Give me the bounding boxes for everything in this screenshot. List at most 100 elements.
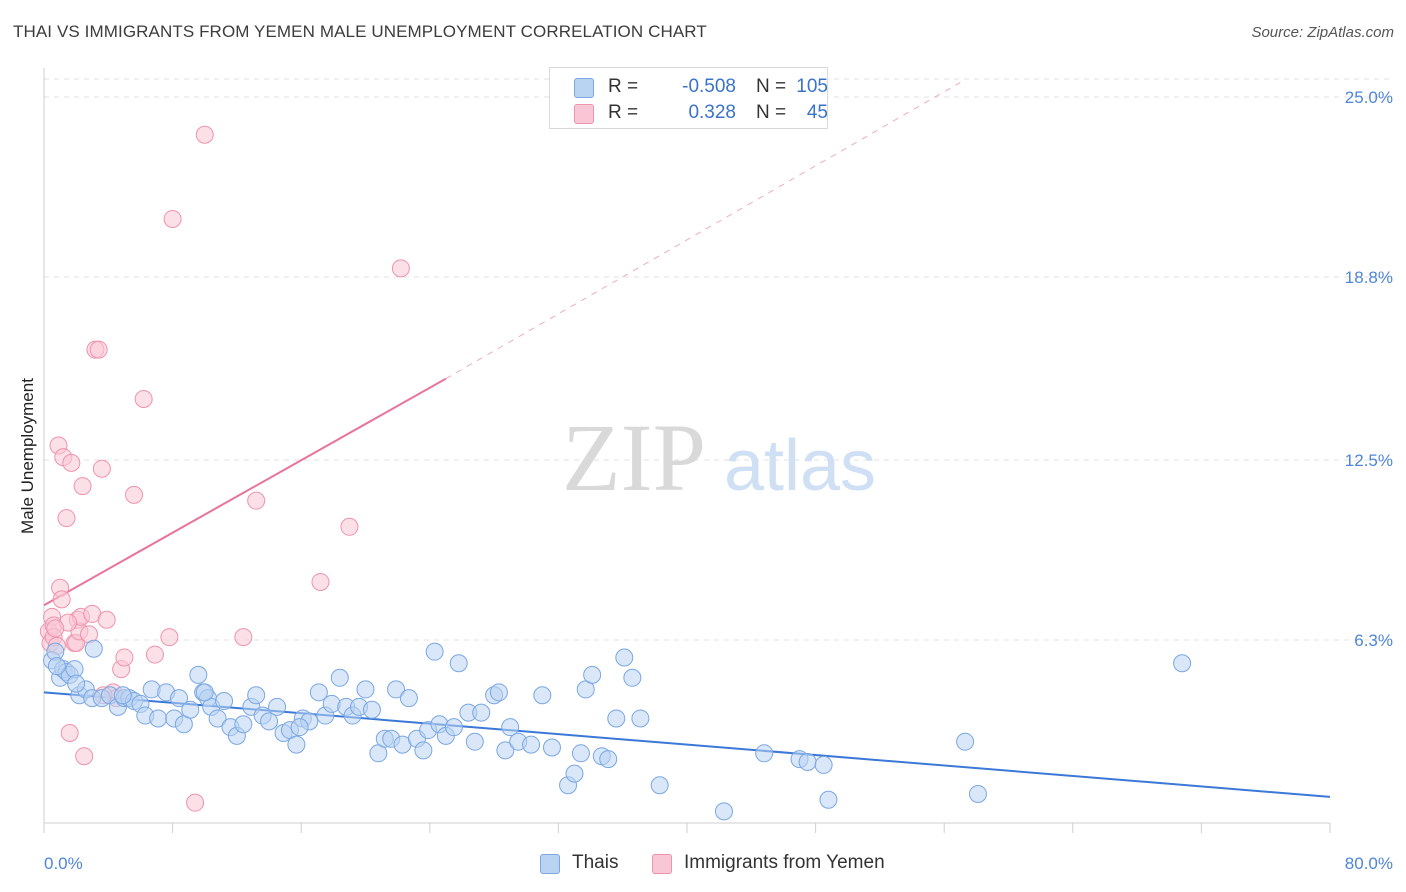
legend-n-value: 45	[806, 102, 828, 123]
bottom-swatch-yemen	[652, 854, 672, 874]
legend-r-label: R =	[608, 76, 639, 97]
yemen-point	[62, 453, 81, 472]
yemen-point	[195, 125, 214, 144]
yemen-point	[97, 610, 116, 629]
thais-point	[968, 784, 987, 803]
thais-point	[356, 680, 375, 699]
thais-point	[399, 689, 418, 708]
thais-point	[814, 755, 833, 774]
yemen-point	[391, 259, 410, 278]
thais-point	[496, 741, 515, 760]
thais-point	[149, 709, 168, 728]
y-tick-label: 6.3%	[1354, 631, 1393, 650]
thais-point	[268, 697, 287, 716]
thais-point	[287, 735, 306, 754]
thais-point	[189, 665, 208, 684]
thais-point	[501, 718, 520, 737]
yemen-point	[57, 509, 76, 528]
thais-point	[465, 732, 484, 751]
y-tick-label: 25.0%	[1345, 88, 1393, 107]
trend-line-yemen-extension	[445, 82, 961, 380]
yemen-point	[46, 619, 65, 638]
thais-point	[819, 790, 838, 809]
yemen-point	[234, 628, 253, 647]
thais-point	[631, 709, 650, 728]
thais-point	[414, 741, 433, 760]
yemen-point	[60, 723, 79, 742]
thais-point	[599, 750, 618, 769]
thais-points	[43, 639, 1192, 821]
thais-point	[67, 674, 86, 693]
thais-point	[533, 686, 552, 705]
thais-point	[208, 709, 227, 728]
bottom-legend-label: Immigrants from Yemen	[684, 852, 885, 873]
thais-point	[260, 712, 279, 731]
legend-r-value: -0.508	[682, 76, 736, 97]
thais-point	[170, 689, 189, 708]
yemen-point	[92, 459, 111, 478]
yemen-point	[340, 517, 359, 536]
x-tick-label: 0.0%	[44, 854, 83, 873]
legend-n-label: N =	[756, 76, 787, 97]
yemen-point	[186, 793, 205, 812]
y-tick-label: 12.5%	[1345, 451, 1393, 470]
thais-point	[247, 686, 266, 705]
thais-point	[1173, 654, 1192, 673]
source-credit: Source: ZipAtlas.com	[1251, 24, 1394, 41]
thais-point	[607, 709, 626, 728]
legend-r-label: R =	[608, 102, 639, 123]
thais-point	[195, 683, 214, 702]
yemen-point	[115, 648, 134, 667]
tick-labels: 6.3% 12.5% 18.8% 25.0% 0.0% 80.0%	[44, 88, 1393, 873]
thais-point	[714, 802, 733, 821]
watermark-atlas: atlas	[724, 426, 876, 506]
bottom-swatch-thais	[540, 854, 560, 874]
thais-point	[615, 648, 634, 667]
trend-line-yemen	[43, 377, 447, 607]
thais-point	[444, 718, 463, 737]
thais-point	[449, 654, 468, 673]
yemen-point	[52, 590, 71, 609]
yemen-point	[89, 340, 108, 359]
thais-point	[290, 718, 309, 737]
thais-point	[623, 668, 642, 687]
yemen-point	[160, 628, 179, 647]
legend-n-label: N =	[756, 102, 787, 123]
thais-point	[362, 700, 381, 719]
bottom-legend-label: Thais	[572, 852, 619, 873]
thais-point	[181, 700, 200, 719]
watermark-zip: ZIP	[562, 404, 706, 511]
correlation-legend: R = -0.508 N = 105 R = 0.328 N = 45	[549, 67, 828, 129]
legend-r-value: 0.328	[688, 102, 736, 123]
thais-point	[489, 683, 508, 702]
yemen-point	[134, 390, 153, 409]
thais-point	[956, 732, 975, 751]
yemen-point	[145, 645, 164, 664]
thais-point	[387, 680, 406, 699]
thais-point	[234, 715, 253, 734]
thais-point	[798, 753, 817, 772]
thais-point	[755, 744, 774, 763]
thais-point	[565, 764, 584, 783]
thais-point	[330, 668, 349, 687]
thais-point	[472, 703, 491, 722]
y-tick-label: 18.8%	[1345, 268, 1393, 287]
yemen-point	[247, 491, 266, 510]
thais-point	[571, 744, 590, 763]
yemen-point	[73, 477, 92, 496]
legend-swatch-yemen	[574, 104, 594, 124]
thais-point	[583, 665, 602, 684]
yemen-point	[75, 747, 94, 766]
chart-title: THAI VS IMMIGRANTS FROM YEMEN MALE UNEMP…	[13, 22, 707, 41]
thais-point	[542, 738, 561, 757]
thais-point	[309, 683, 328, 702]
yemen-point	[163, 209, 182, 228]
x-tick-label: 80.0%	[1345, 854, 1393, 873]
thais-point	[650, 776, 669, 795]
yemen-point	[125, 485, 144, 504]
axes	[43, 68, 1331, 833]
thais-point	[522, 735, 541, 754]
thais-point	[215, 692, 234, 711]
grid-lines	[44, 78, 1392, 641]
